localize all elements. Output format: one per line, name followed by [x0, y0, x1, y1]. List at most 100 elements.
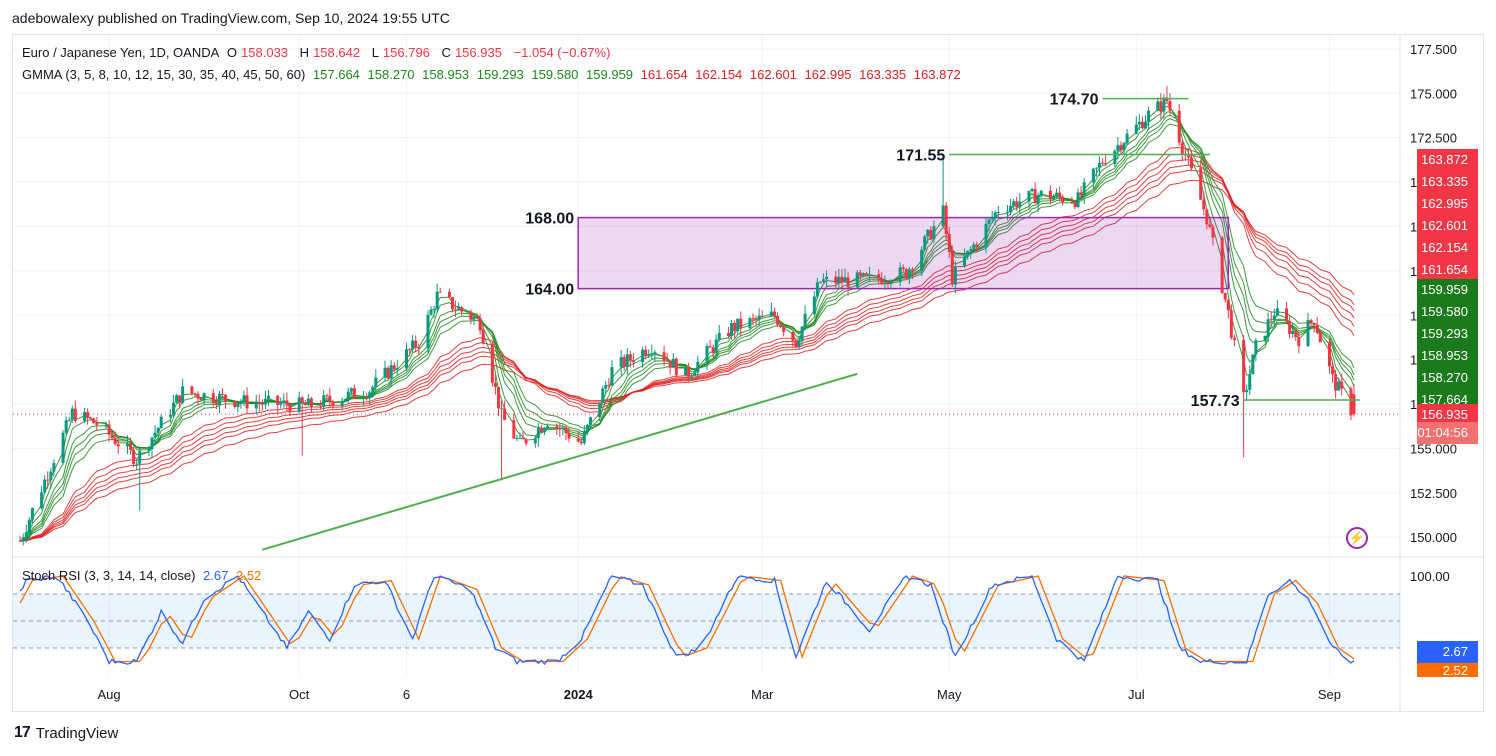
candle-body	[855, 272, 859, 287]
candle-body	[260, 403, 264, 405]
candle-body	[1263, 335, 1267, 341]
price-badge-red: 163.335	[1417, 171, 1478, 193]
candle-body	[1220, 237, 1224, 293]
candle-body	[668, 360, 672, 368]
gmma-value: 163.872	[913, 67, 961, 82]
candle-body	[429, 309, 433, 315]
candle-body	[840, 276, 844, 283]
candle-body	[190, 386, 194, 394]
candle-body	[46, 479, 50, 481]
candle-body	[328, 395, 332, 402]
candle-body	[1223, 292, 1227, 300]
candle-body	[214, 402, 218, 406]
candle-body	[426, 314, 430, 348]
price-badge-green: 159.580	[1417, 301, 1478, 323]
candle-body	[1147, 110, 1151, 122]
candle-body	[1058, 192, 1062, 197]
candle-body	[1027, 190, 1031, 202]
candle-body	[490, 343, 494, 383]
gmma-value: 157.664	[312, 67, 360, 82]
candle-body	[1318, 332, 1322, 343]
candle-body	[306, 398, 310, 406]
candle-body	[1039, 190, 1043, 195]
candle-body	[43, 479, 47, 493]
candle-body	[138, 450, 142, 464]
candle-body	[1229, 310, 1233, 338]
candle-body	[1180, 142, 1184, 154]
price-badge-red: 162.601	[1417, 215, 1478, 237]
candle-body	[705, 346, 709, 362]
candle-body	[963, 256, 967, 267]
candle-body	[996, 212, 1000, 214]
y-tick-label: 152.500	[1410, 486, 1457, 501]
legend-high: H 158.642	[300, 45, 364, 60]
level-label: 171.55	[896, 148, 945, 165]
candle-body	[1199, 168, 1203, 200]
candle-body	[1315, 325, 1319, 333]
candle-body	[993, 212, 997, 218]
close-value: 156.935	[454, 45, 502, 60]
candle-body	[769, 311, 773, 316]
candle-body	[1094, 167, 1098, 169]
candle-body	[533, 438, 537, 444]
countdown-badge: 01:04:56	[1417, 422, 1478, 444]
candle-body	[1082, 182, 1086, 196]
candle-body	[864, 273, 868, 276]
stoch-d-badge: 2.52	[1417, 663, 1478, 677]
support-trendline	[262, 372, 858, 551]
gmma-short-line	[20, 123, 1355, 542]
candle-body	[104, 424, 108, 426]
candle-body	[1242, 339, 1246, 393]
candle-body	[546, 426, 550, 429]
candle-body	[156, 428, 160, 433]
candle-body	[521, 437, 525, 440]
candle-body	[196, 393, 200, 399]
candle-body	[926, 229, 930, 237]
high-label: H	[299, 45, 310, 60]
candle-body	[147, 448, 151, 451]
candle-body	[880, 278, 884, 284]
candle-body	[782, 326, 786, 332]
candle-body	[288, 405, 292, 412]
candle-body	[267, 395, 271, 399]
candle-body	[86, 412, 90, 418]
candle-body	[883, 282, 887, 284]
candle-body	[984, 223, 988, 247]
gmma-value: 159.580	[531, 67, 579, 82]
candle-body	[1309, 320, 1313, 324]
candle-body	[276, 395, 280, 406]
candle-body	[1162, 97, 1166, 112]
candle-body	[352, 388, 356, 399]
candle-body	[539, 427, 543, 433]
candle-body	[579, 441, 583, 444]
gmma-short-line	[19, 101, 1355, 542]
price-badge-red: 163.872	[1417, 149, 1478, 171]
candle-body	[619, 357, 623, 368]
candle-body	[1226, 299, 1230, 311]
candle-body	[910, 269, 914, 271]
x-tick-label: Oct	[289, 687, 310, 702]
lightning-icon[interactable]: ⚡	[1346, 527, 1368, 549]
candle-body	[18, 540, 22, 542]
candle-body	[325, 395, 329, 397]
tradingview-logo-icon: 17	[14, 724, 31, 741]
candle-body	[73, 408, 77, 421]
candle-body	[662, 352, 666, 361]
candle-body	[907, 269, 911, 279]
candle-body	[408, 349, 412, 351]
stoch-k-line	[19, 575, 1355, 666]
last-price-badge: 156.935	[1417, 404, 1478, 426]
candle-body	[1018, 201, 1022, 208]
candle-body	[696, 361, 700, 373]
candle-body	[730, 322, 734, 337]
candle-body	[1272, 315, 1276, 321]
candle-body	[64, 420, 68, 433]
candle-body	[1189, 157, 1193, 169]
candle-body	[202, 393, 206, 401]
candle-body	[585, 424, 589, 432]
candle-body	[687, 367, 691, 377]
candle-body	[129, 443, 133, 450]
candle-body	[1269, 319, 1273, 321]
candle-body	[135, 463, 139, 465]
